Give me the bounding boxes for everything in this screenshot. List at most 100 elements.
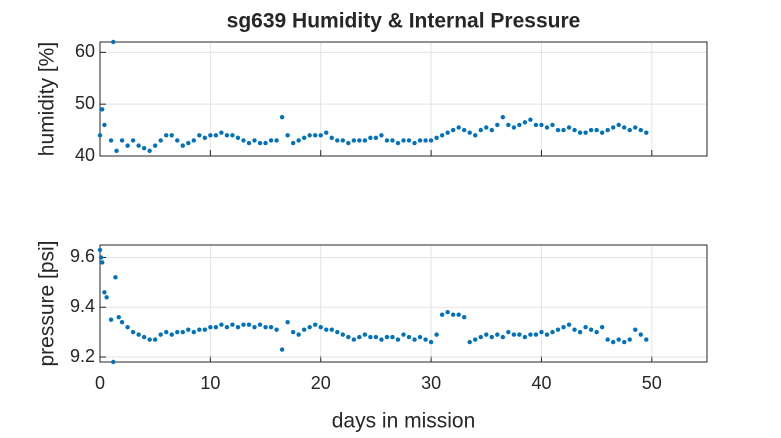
- data-point: [428, 339, 434, 345]
- data-point: [169, 332, 174, 337]
- data-point: [633, 125, 638, 130]
- data-point: [357, 334, 362, 340]
- y-tick-label: 40: [75, 145, 95, 165]
- data-point: [450, 127, 456, 133]
- data-point: [116, 314, 121, 320]
- y-axis-label: pressure [psi]: [36, 240, 59, 366]
- data-point: [357, 138, 362, 143]
- data-point: [456, 125, 461, 130]
- data-point: [500, 114, 506, 120]
- y-tick-label: 9.4: [70, 296, 95, 316]
- data-point: [379, 133, 384, 138]
- data-point: [180, 143, 185, 148]
- data-point: [439, 133, 445, 138]
- data-point: [417, 334, 423, 340]
- data-point: [500, 334, 506, 340]
- data-point: [257, 140, 263, 146]
- data-point: [235, 135, 241, 141]
- data-point: [412, 337, 417, 342]
- data-point: [506, 329, 511, 335]
- data-point: [539, 122, 544, 128]
- data-point: [555, 327, 561, 332]
- data-point: [379, 337, 384, 342]
- data-point: [401, 332, 406, 337]
- data-point: [318, 324, 323, 330]
- data-point: [197, 133, 202, 138]
- data-point: [384, 334, 390, 340]
- data-point: [98, 255, 104, 260]
- data-point: [484, 332, 489, 337]
- data-point: [208, 133, 213, 138]
- y-tick-label: 50: [75, 93, 95, 113]
- data-point: [114, 148, 119, 154]
- data-point: [136, 332, 141, 337]
- data-point: [274, 138, 279, 143]
- data-point: [113, 275, 118, 280]
- data-point: [285, 319, 290, 325]
- data-point: [622, 125, 627, 130]
- data-point: [428, 138, 434, 143]
- data-point: [462, 127, 467, 133]
- data-point: [644, 337, 649, 342]
- data-point: [108, 317, 114, 322]
- data-point: [290, 329, 296, 335]
- data-point: [152, 337, 158, 342]
- data-point: [213, 324, 219, 330]
- chart-title: sg639 Humidity & Internal Pressure: [227, 10, 581, 33]
- data-point: [583, 324, 588, 330]
- data-point: [186, 140, 191, 146]
- data-point: [224, 324, 230, 330]
- data-point: [224, 133, 230, 138]
- x-tick-label: 20: [311, 373, 331, 393]
- data-point: [102, 122, 107, 128]
- data-point: [495, 332, 500, 337]
- data-point: [605, 127, 610, 133]
- data-point: [279, 347, 285, 352]
- data-point: [434, 332, 439, 337]
- data-point: [208, 324, 213, 330]
- data-point: [489, 334, 494, 340]
- data-point: [252, 138, 257, 143]
- data-point: [362, 138, 368, 143]
- data-point: [462, 314, 467, 320]
- data-point: [268, 138, 274, 143]
- data-point: [566, 322, 572, 327]
- data-point: [566, 125, 572, 130]
- x-tick-label: 30: [421, 373, 441, 393]
- x-axis-label: days in mission: [332, 410, 476, 433]
- data-point: [180, 329, 185, 335]
- data-point: [588, 327, 594, 332]
- data-point: [158, 138, 163, 143]
- data-point: [257, 322, 263, 327]
- data-point: [644, 130, 649, 135]
- axes-box: [99, 41, 708, 157]
- data-point: [594, 127, 599, 133]
- data-point: [484, 125, 489, 130]
- data-point: [373, 334, 379, 340]
- data-point: [318, 133, 323, 138]
- data-point: [164, 133, 169, 138]
- data-point: [561, 127, 566, 133]
- data-point: [274, 327, 279, 332]
- data-point: [136, 143, 141, 148]
- data-point: [186, 327, 191, 332]
- data-point: [329, 327, 334, 332]
- data-point: [108, 138, 114, 143]
- data-point: [473, 337, 478, 342]
- data-point: [119, 319, 125, 325]
- data-point: [197, 327, 202, 332]
- data-point: [100, 107, 105, 112]
- data-point: [125, 143, 130, 148]
- data-point: [555, 127, 561, 133]
- data-point: [100, 260, 105, 265]
- data-point: [111, 359, 116, 365]
- data-point: [417, 138, 423, 143]
- data-point: [627, 337, 632, 342]
- data-point: [577, 130, 583, 135]
- data-point: [412, 140, 417, 146]
- data-point: [434, 135, 439, 141]
- data-point: [147, 337, 152, 342]
- data-point: [290, 140, 296, 146]
- data-point: [533, 122, 539, 128]
- data-point: [577, 329, 583, 335]
